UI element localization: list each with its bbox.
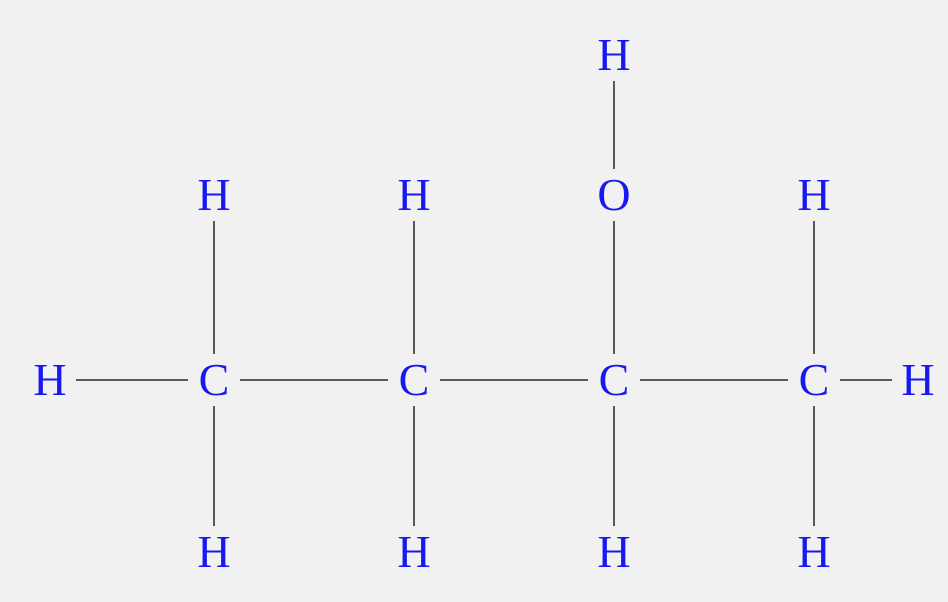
atom-H: H — [33, 357, 66, 403]
atom-O: O — [597, 172, 630, 218]
atom-H: H — [797, 172, 830, 218]
atom-H: H — [901, 357, 934, 403]
atom-H: H — [197, 529, 230, 575]
atom-H: H — [797, 529, 830, 575]
atom-H: H — [597, 32, 630, 78]
atom-C: C — [799, 357, 830, 403]
atom-C: C — [399, 357, 430, 403]
atom-H: H — [397, 172, 430, 218]
atom-C: C — [199, 357, 230, 403]
atom-C: C — [599, 357, 630, 403]
atom-H: H — [397, 529, 430, 575]
bond-layer — [0, 0, 948, 602]
atom-H: H — [197, 172, 230, 218]
atom-H: H — [597, 529, 630, 575]
